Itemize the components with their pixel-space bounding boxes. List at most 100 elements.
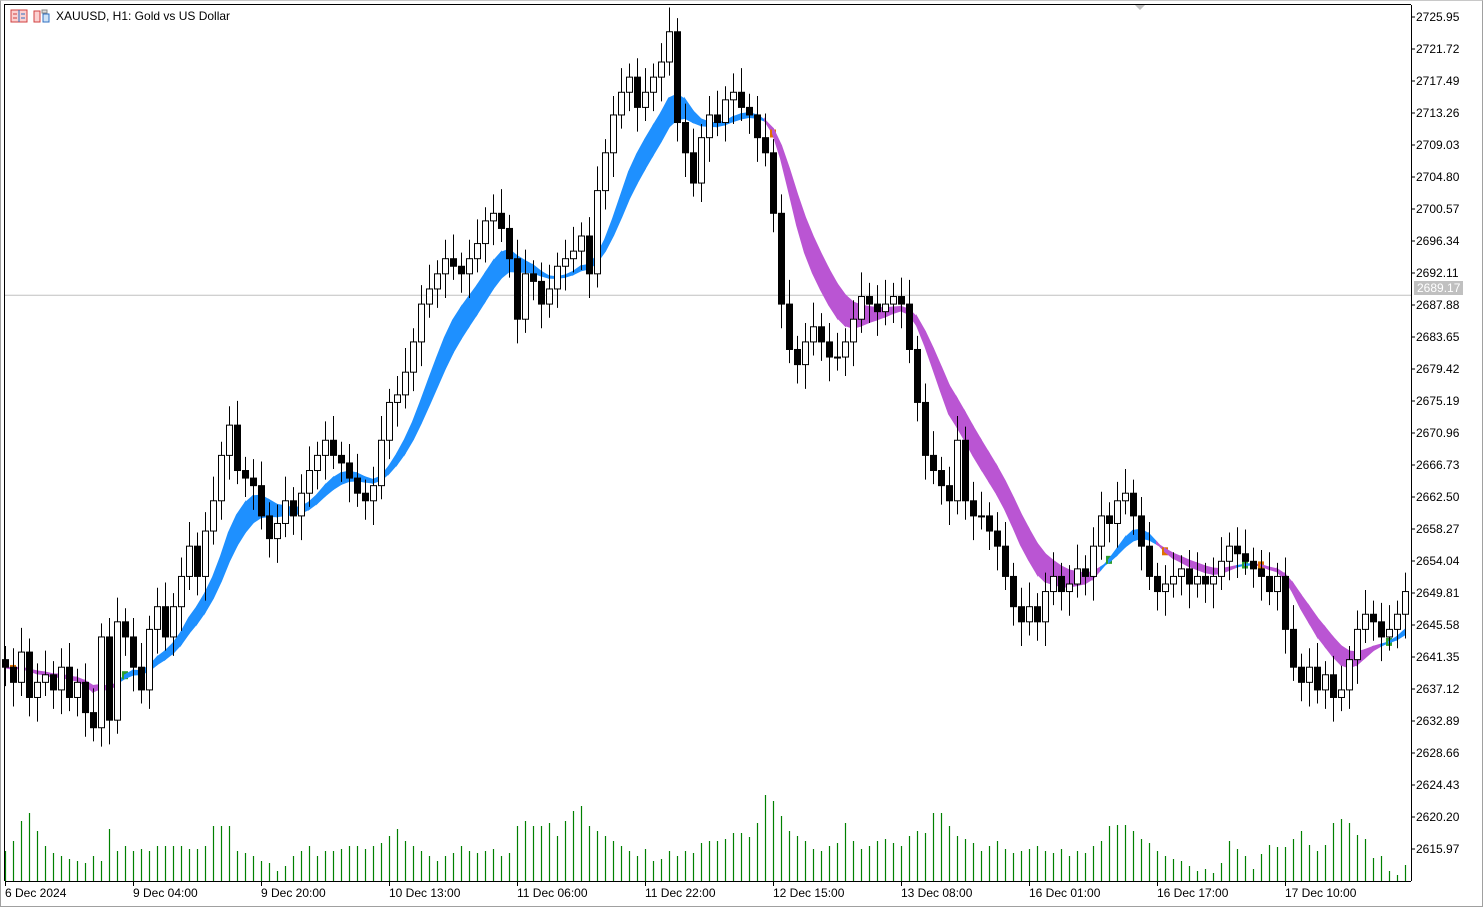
candle — [194, 532, 201, 596]
candle-body — [1066, 583, 1073, 593]
candle — [706, 96, 713, 162]
candle-body — [914, 348, 921, 403]
ribbon-segment — [652, 109, 662, 159]
candle — [1114, 481, 1121, 548]
candle — [266, 502, 273, 558]
candle — [386, 388, 393, 460]
candle-body — [954, 439, 961, 502]
ribbon-segment — [404, 421, 414, 457]
candle — [530, 260, 537, 301]
candle — [218, 441, 225, 520]
candle — [74, 668, 81, 717]
candle — [1002, 521, 1009, 591]
ribbon-segment — [956, 395, 966, 445]
price-tick-label: 2624.43 — [1416, 778, 1460, 792]
candle-body — [930, 454, 937, 472]
candle — [1098, 491, 1105, 560]
candle-body — [266, 515, 273, 540]
candle — [378, 416, 385, 500]
candle-body — [1298, 666, 1305, 683]
candle — [1010, 562, 1017, 626]
candle — [754, 96, 761, 162]
time-tick-label: 12 Dec 15:00 — [773, 886, 845, 900]
candle — [906, 279, 913, 364]
candle — [898, 277, 905, 329]
candle-body — [970, 500, 977, 517]
ribbon-segment — [412, 400, 422, 440]
candle-body — [1114, 500, 1121, 524]
ribbon-segment — [1332, 635, 1342, 667]
candle — [130, 618, 137, 692]
candle — [962, 426, 969, 520]
candle — [330, 416, 337, 470]
candle-body — [162, 606, 169, 638]
candle — [1018, 587, 1025, 647]
candle-body — [18, 651, 25, 683]
candle — [34, 663, 41, 722]
candle — [882, 279, 889, 326]
candle-body — [1386, 628, 1393, 638]
ribbon-segment — [644, 122, 654, 172]
candle-body — [650, 76, 657, 93]
candle-body — [498, 212, 505, 229]
candle-body — [1026, 606, 1033, 623]
candle — [2, 646, 9, 687]
candle-body — [874, 303, 881, 313]
ribbon-segment — [1004, 480, 1014, 527]
candle — [322, 421, 329, 480]
candle-body — [1194, 575, 1201, 585]
candle-body — [698, 137, 705, 184]
candle-body — [1362, 613, 1369, 630]
chart-title: XAUUSD, H1: Gold vs US Dollar — [56, 9, 231, 23]
candle — [770, 139, 777, 233]
candle-body — [258, 485, 265, 517]
candle-body — [282, 500, 289, 524]
ribbon-segment — [420, 378, 430, 424]
ribbon-segment — [1300, 592, 1310, 626]
ribbon-segment — [236, 500, 246, 549]
candle — [42, 650, 49, 696]
time-tick-label: 9 Dec 04:00 — [133, 886, 198, 900]
candle-body — [506, 227, 513, 260]
candle-body — [370, 485, 377, 502]
candle-body — [1034, 606, 1041, 623]
candle-body — [1058, 575, 1065, 593]
candle — [1146, 521, 1153, 591]
candle-body — [514, 258, 521, 320]
candle-body — [1282, 575, 1289, 630]
candle-body — [546, 288, 553, 305]
candle — [514, 239, 521, 344]
candle-body — [114, 621, 121, 721]
depth-of-market-icon[interactable] — [33, 9, 51, 23]
candle-body — [994, 530, 1001, 547]
candle-body — [618, 91, 625, 116]
candle — [578, 222, 585, 271]
candle — [1298, 653, 1305, 702]
candle-body — [1370, 613, 1377, 623]
candle — [1194, 552, 1201, 598]
candle — [210, 476, 217, 545]
ribbon-segment — [1108, 546, 1118, 565]
candle-body — [242, 470, 249, 479]
candle-body — [1162, 583, 1169, 593]
candle — [970, 481, 977, 541]
ribbon-segment — [1396, 627, 1406, 642]
candle-body — [466, 258, 473, 275]
candle — [466, 239, 473, 299]
candle-body — [394, 394, 401, 403]
price-tick-label: 2641.35 — [1416, 650, 1460, 664]
candle-body — [714, 114, 721, 124]
price-tick-label: 2666.73 — [1416, 458, 1460, 472]
candle — [154, 587, 161, 654]
one-click-trading-icon[interactable] — [10, 9, 28, 23]
ribbon-segment — [604, 218, 614, 252]
candle — [650, 63, 657, 112]
candle — [338, 441, 345, 482]
candle-body — [1050, 575, 1057, 593]
candle — [954, 416, 961, 515]
candle — [1058, 562, 1065, 611]
candle-body — [210, 500, 217, 532]
candle-body — [130, 636, 137, 668]
candle-body — [738, 91, 745, 108]
